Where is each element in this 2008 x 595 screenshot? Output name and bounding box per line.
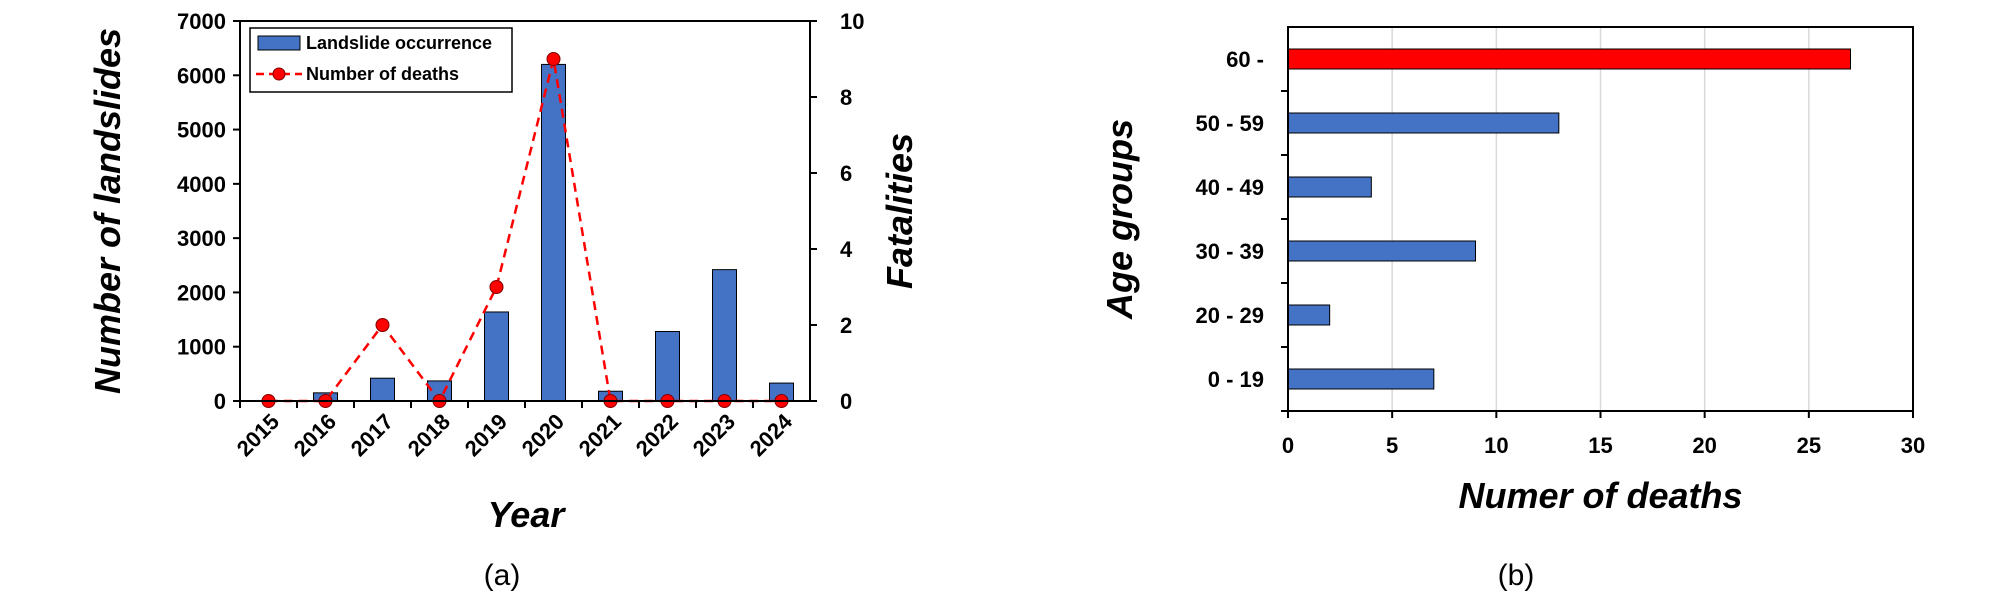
year-label-2020: 2020: [517, 409, 569, 461]
year-label-2023: 2023: [688, 409, 740, 461]
age-label: 30 - 39: [1196, 239, 1265, 264]
left-tick-label: 5000: [177, 118, 226, 143]
right-tick-label: 2: [840, 313, 852, 338]
age-label: 0 - 19: [1208, 367, 1264, 392]
deaths-tick-label: 0: [1282, 433, 1294, 458]
age-label: 50 - 59: [1196, 111, 1265, 136]
year-label-2015: 2015: [232, 409, 284, 461]
legend-a: Landslide occurrence Number of deaths: [249, 27, 513, 93]
right-axis-ticks: 0 2 4 6 8 10: [810, 9, 864, 414]
age-bar-60-: [1287, 48, 1851, 70]
age-axis-ticks: 0 - 19 20 - 29 30 - 39 40 - 49 50 - 59 60 -: [1196, 47, 1288, 412]
age-bar-40-49: [1287, 176, 1372, 198]
deaths-tick-label: 15: [1588, 433, 1612, 458]
y-axis-title-b: Age groups: [1099, 119, 1140, 320]
year-label-2019: 2019: [460, 409, 512, 461]
year-label-2024: 2024: [745, 408, 798, 461]
deaths-tick-label: 25: [1797, 433, 1821, 458]
landslide-bars: [256, 63, 794, 402]
age-bar-0-19: [1287, 368, 1435, 390]
deaths-polyline: [268, 58, 782, 404]
legend-bar-label: Landslide occurrence: [306, 33, 492, 53]
year-axis-ticks: 2015 2016 2017 2018 2019 2020 2021 2022 2023 2024: [232, 401, 798, 461]
deaths-tick-label: 5: [1386, 433, 1398, 458]
deaths-axis-ticks: 0 5 10 15 20 25 30: [1282, 411, 1925, 458]
left-tick-label: 6000: [177, 63, 226, 88]
deaths-line: [261, 52, 789, 408]
deaths-tick-label: 30: [1901, 433, 1925, 458]
landslides-fatalities-chart: 0 1000 2000 3000 4000 5000 6000 7000 0 2 4 6 8 10 20…: [87, 9, 920, 592]
left-axis-ticks: 0 1000 2000 3000 4000 5000 6000 7000: [177, 9, 240, 414]
age-label: 40 - 49: [1196, 175, 1265, 200]
age-bar-30-39: [1287, 240, 1476, 262]
right-tick-label: 0: [840, 389, 852, 414]
right-tick-label: 8: [840, 85, 852, 110]
deaths-point-2017: [375, 318, 390, 332]
year-label-2018: 2018: [403, 409, 455, 461]
caption-b: (b): [1498, 559, 1535, 592]
age-bar-20-29: [1287, 304, 1331, 326]
legend-bar-swatch: [257, 35, 301, 51]
age-groups-chart: 0 - 19 20 - 29 30 - 39 40 - 49 50 - 59 60 - 0…: [1099, 26, 1925, 592]
deaths-tick-label: 20: [1692, 433, 1716, 458]
y-axis-title-a: Number of landslides: [87, 28, 128, 394]
landslide-bar-2022: [655, 331, 680, 402]
x-axis-title-b: Numer of deaths: [1458, 475, 1742, 516]
deaths-point-2020: [546, 52, 561, 66]
year-label-2022: 2022: [631, 409, 683, 461]
left-tick-label: 1000: [177, 335, 226, 360]
landslide-bar-2017: [370, 377, 395, 402]
x-axis-title-a: Year: [488, 494, 567, 535]
age-bar-50-59: [1287, 112, 1560, 134]
caption-a: (a): [484, 559, 521, 592]
left-tick-label: 4000: [177, 172, 226, 197]
landslide-bar-2023: [712, 269, 737, 402]
legend-line-marker: [272, 67, 286, 81]
deaths-tick-label: 10: [1484, 433, 1508, 458]
left-tick-label: 2000: [177, 280, 226, 305]
deaths-point-2019: [489, 280, 504, 294]
legend-line-label: Number of deaths: [306, 64, 459, 84]
year-label-2016: 2016: [289, 409, 341, 461]
left-tick-label: 3000: [177, 226, 226, 251]
age-label: 60 -: [1226, 47, 1264, 72]
y2-axis-title-a: Fatalities: [879, 133, 920, 289]
right-tick-label: 4: [840, 237, 853, 262]
left-tick-label: 0: [214, 389, 226, 414]
left-tick-label: 7000: [177, 9, 226, 34]
year-label-2021: 2021: [574, 409, 626, 461]
right-tick-label: 6: [840, 161, 852, 186]
right-tick-label: 10: [840, 9, 864, 34]
grid-lines: [1391, 27, 1810, 411]
age-label: 20 - 29: [1196, 303, 1265, 328]
landslide-bar-2019: [484, 311, 509, 402]
age-bars: [1287, 48, 1851, 390]
year-label-2017: 2017: [346, 409, 398, 461]
